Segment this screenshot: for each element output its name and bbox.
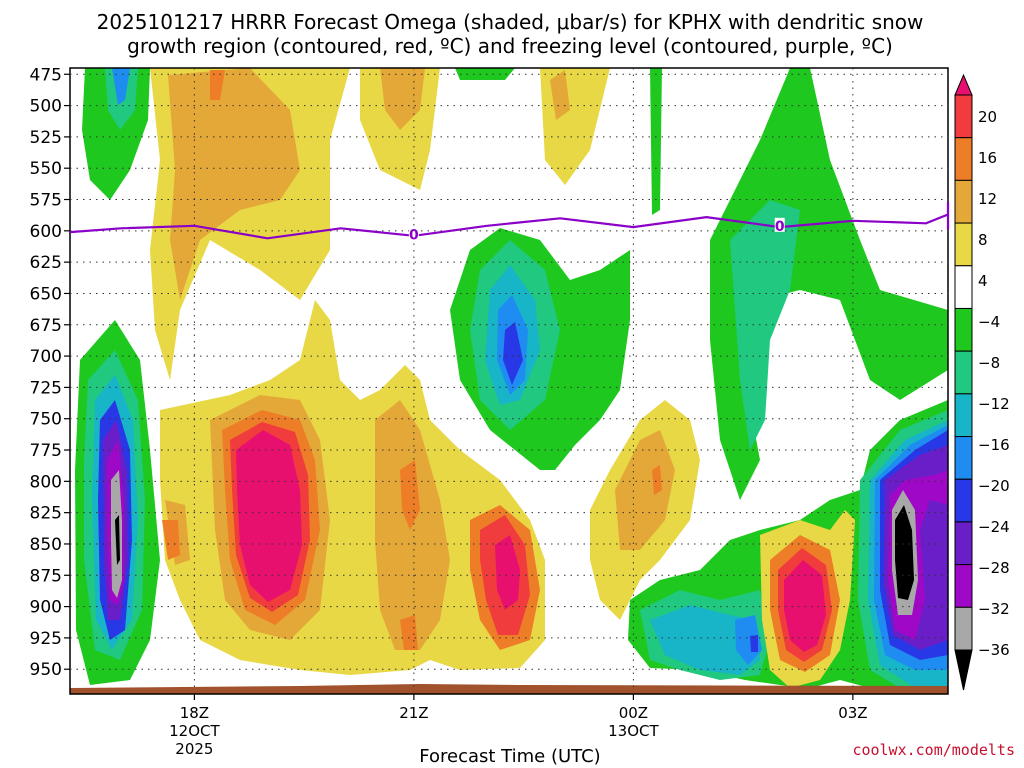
colorbar-label: −4 <box>978 313 1000 331</box>
colorbar-segment <box>954 350 973 395</box>
x-tick-label: 2025 <box>175 740 213 758</box>
x-tick-label: 21Z <box>399 704 428 722</box>
colorbar-label: −32 <box>978 600 1010 618</box>
y-tick-label: 475 <box>30 65 62 85</box>
y-tick-label: 950 <box>30 660 62 680</box>
x-tick-label: 03Z <box>838 704 867 722</box>
y-tick-label: 750 <box>30 410 62 430</box>
colorbar-segment <box>954 265 973 309</box>
colorbar-segment <box>954 307 973 352</box>
colorbar-segment <box>954 94 973 139</box>
omega-shading <box>70 68 948 688</box>
colorbar-label: −8 <box>978 354 1000 372</box>
y-tick-label: 900 <box>30 598 62 618</box>
surface-terrain <box>70 684 948 694</box>
y-axis: 475 500 525 550 575 600 625 650 675 700 725 750 775 8… <box>30 65 70 680</box>
y-tick-label: 600 <box>30 222 62 242</box>
y-tick-label: 650 <box>30 284 62 304</box>
colorbar-label: 16 <box>978 149 997 167</box>
y-tick-label: 675 <box>30 316 62 336</box>
x-tick-label: 00Z <box>619 704 648 722</box>
y-tick-label: 800 <box>30 472 62 492</box>
colorbar-label: −24 <box>978 518 1010 536</box>
y-tick-label: 575 <box>30 191 62 211</box>
freezing-level-contour: 00 <box>69 202 950 244</box>
colorbar-segment <box>954 436 973 480</box>
x-tick-label: 13OCT <box>608 722 659 740</box>
y-tick-label: 925 <box>30 629 62 649</box>
plot-frame <box>69 67 949 695</box>
y-tick-label: 500 <box>30 97 62 117</box>
colorbar-label: −20 <box>978 477 1010 495</box>
colorbar-segment <box>954 478 973 523</box>
y-tick-label: 725 <box>30 378 62 398</box>
x-axis-label: Forecast Time (UTC) <box>419 746 600 767</box>
colorbar-segment <box>954 564 973 608</box>
colorbar-top-arrow <box>954 73 973 96</box>
credit-text: coolwx.com/modelts <box>852 741 1015 759</box>
freezing-level-label: 0 <box>775 219 785 235</box>
colorbar-label: 12 <box>978 190 997 208</box>
colorbar-segment <box>954 179 973 224</box>
chart-title-line2: growth region (contoured, red, ºC) and f… <box>127 34 893 58</box>
colorbar-label: −28 <box>978 559 1010 577</box>
freezing-level-label: 0 <box>409 228 419 244</box>
y-tick-label: 550 <box>30 159 62 179</box>
y-tick-label: 525 <box>30 128 62 148</box>
y-tick-label: 825 <box>30 504 62 524</box>
y-tick-label: 850 <box>30 535 62 555</box>
colorbar: 20 16 12 8 4 −4 −8 −12 −16 −20 −24 −28 −32 −36 <box>954 73 1010 691</box>
chart-title-line1: 2025101217 HRRR Forecast Omega (shaded, … <box>97 10 924 34</box>
colorbar-label: −12 <box>978 395 1010 413</box>
colorbar-label: 4 <box>978 272 988 290</box>
colorbar-segment <box>954 222 973 267</box>
colorbar-label: 8 <box>978 231 988 249</box>
freezing-level-label-bg <box>774 217 785 232</box>
freezing-level-label-bg <box>408 226 419 241</box>
colorbar-label: −16 <box>978 436 1010 454</box>
colorbar-segment <box>954 521 973 566</box>
y-tick-label: 700 <box>30 347 62 367</box>
colorbar-segment <box>954 606 973 651</box>
y-tick-label: 875 <box>30 566 62 586</box>
y-tick-label: 625 <box>30 253 62 273</box>
freezing-level-line <box>69 202 950 240</box>
colorbar-label: −36 <box>978 641 1010 659</box>
colorbar-segment <box>954 137 973 181</box>
x-tick-label: 18Z <box>180 704 209 722</box>
x-tick-label: 12OCT <box>169 722 220 740</box>
y-tick-label: 775 <box>30 441 62 461</box>
colorbar-label: 20 <box>978 108 997 126</box>
colorbar-segment <box>954 393 973 438</box>
colorbar-bottom-arrow <box>954 649 973 691</box>
